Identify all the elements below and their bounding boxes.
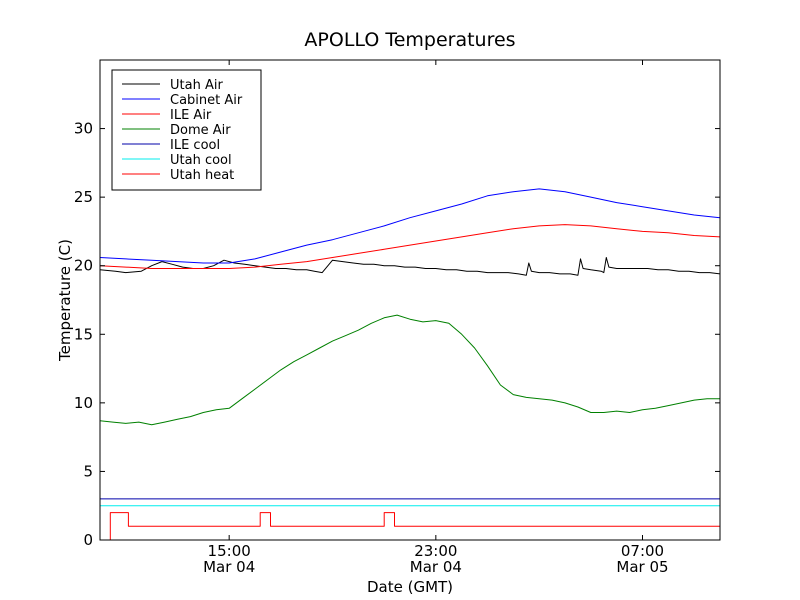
legend-label: ILE cool: [170, 138, 220, 153]
legend-label: ILE Air: [170, 108, 212, 123]
series-dome-air-line: [99, 314, 720, 426]
legend-label: Utah Air: [170, 78, 223, 93]
x-tick-label-date: Mar 04: [410, 558, 462, 576]
legend-label: Utah cool: [170, 153, 232, 168]
y-tick-label: 15: [74, 325, 93, 343]
y-tick-label: 10: [74, 394, 93, 412]
legend-label: Utah heat: [170, 168, 234, 183]
x-tick-label-date: Mar 04: [203, 558, 255, 576]
series-ile-air-line: [99, 224, 721, 269]
y-tick-label: 5: [83, 462, 93, 480]
series-utah-air-line: [99, 257, 721, 276]
y-tick-label: 25: [74, 188, 93, 206]
legend-label: Cabinet Air: [170, 93, 243, 108]
legend-box: [111, 69, 262, 191]
series-cabinet-air-line: [99, 188, 721, 264]
y-tick-label: 0: [83, 531, 93, 549]
x-axis-label: Date (GMT): [367, 578, 453, 596]
y-tick-label: 20: [74, 257, 93, 275]
axes-frame: [99, 59, 721, 541]
x-tick-label-time: 15:00: [208, 542, 251, 560]
series-utah-heat-line: [100, 512, 720, 541]
x-tick-label-date: Mar 05: [616, 558, 668, 576]
chart-title: APOLLO Temperatures: [304, 29, 515, 51]
legend-label: Dome Air: [170, 123, 231, 138]
y-axis-label: Temperature (C): [56, 239, 74, 362]
x-tick-label-time: 23:00: [414, 542, 457, 560]
x-tick-label-time: 07:00: [621, 542, 664, 560]
y-tick-label: 30: [74, 120, 93, 138]
